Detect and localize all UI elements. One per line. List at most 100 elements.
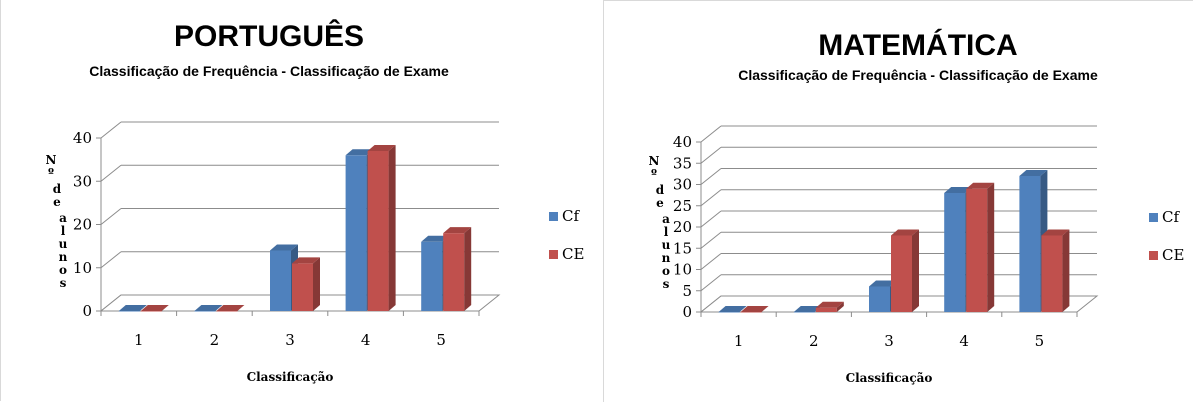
- bar-cf-1: [118, 311, 140, 312]
- gridline-depth: [100, 208, 122, 225]
- bar-ce-4: [966, 188, 988, 312]
- x-tick-label: 4: [959, 332, 969, 350]
- y-tick-label: 20: [673, 218, 692, 236]
- bar-ce-1: [140, 311, 162, 312]
- y-axis-label-char: l: [61, 224, 66, 238]
- bar-ce-4: [367, 150, 389, 311]
- bar-side-ce-5: [1062, 229, 1070, 312]
- x-tick-label: 3: [884, 332, 894, 350]
- bar-top-ce-1: [140, 305, 169, 311]
- chart-panel-portugues: PORTUGUÊS Classificação de Frequência - C…: [0, 0, 585, 401]
- bar-side-ce-3: [912, 229, 919, 312]
- y-tick-label: 5: [682, 282, 692, 300]
- y-tick-label: 15: [673, 239, 692, 257]
- chart-title: MATEMÁTICA: [818, 28, 1017, 62]
- bar-top-ce-5: [1041, 229, 1070, 236]
- chart-panel-matematica: MATEMÁTICA Classificação de Frequência - …: [603, 0, 1193, 402]
- legend-swatch-cf: [549, 212, 558, 221]
- y-axis-label-char: s: [60, 276, 67, 290]
- bar-top-ce-3: [891, 229, 919, 236]
- y-axis-label-char: e: [656, 196, 664, 210]
- bar-top-cf-4: [944, 187, 973, 193]
- bar-cf-4: [345, 155, 367, 311]
- bar-top-cf-1: [718, 306, 747, 312]
- x-tick-label: 5: [436, 331, 446, 349]
- x-tick-label: 3: [285, 331, 295, 349]
- y-axis-label-char: º: [48, 166, 54, 180]
- y-tick-label: 0: [82, 302, 92, 320]
- bar-top-ce-4: [367, 144, 396, 151]
- y-axis-label-char: o: [662, 264, 670, 278]
- bar-side-ce-3: [313, 257, 320, 311]
- bar-cf-2: [793, 312, 815, 313]
- gridline-depth: [700, 125, 722, 143]
- y-axis-label-char: u: [59, 237, 68, 251]
- gridline-depth: [700, 146, 722, 164]
- gridline-depth: [700, 253, 722, 270]
- bar-ce-5: [443, 233, 465, 311]
- bar-cf-1: [718, 312, 740, 313]
- bar-top-ce-5: [443, 227, 472, 234]
- y-axis-label-char: d: [53, 182, 62, 196]
- bar-side-ce-2: [836, 301, 844, 312]
- y-axis-label-char: n: [59, 250, 68, 264]
- bar-ce-1: [740, 312, 762, 313]
- bar-chart-matematica: MATEMÁTICA Classificação de Frequência - …: [649, 28, 1185, 385]
- legend-label-cf: Cf: [562, 207, 580, 225]
- bar-top-ce-4: [966, 182, 995, 189]
- x-tick-label: 1: [134, 331, 144, 349]
- bar-ce-3: [292, 263, 313, 311]
- bar-side-ce-4: [987, 182, 995, 312]
- x-tick-label: 2: [809, 332, 819, 350]
- chart-subtitle: Classificação de Frequência - Classifica…: [738, 67, 1098, 83]
- y-axis-label-char: u: [662, 238, 671, 252]
- chart-title: PORTUGUÊS: [174, 19, 364, 53]
- y-tick-label: 40: [73, 129, 92, 147]
- bar-cf-3: [869, 286, 890, 312]
- y-axis-label-char: o: [59, 263, 67, 277]
- bar-ce-5: [1041, 235, 1063, 312]
- y-tick-label: 25: [673, 197, 692, 215]
- y-axis-label-char: º: [651, 167, 657, 181]
- x-tick-label: 2: [210, 331, 220, 349]
- y-axis-label-char: e: [53, 195, 61, 209]
- bar-cf-2: [194, 311, 216, 312]
- y-axis-label-char: n: [662, 251, 671, 265]
- bar-top-cf-2: [793, 306, 822, 312]
- bar-ce-2: [815, 307, 837, 312]
- y-tick-label: 35: [673, 154, 692, 172]
- y-axis-label-char: N: [46, 153, 57, 167]
- gridline-depth: [700, 210, 722, 228]
- gridline-depth: [700, 274, 722, 292]
- y-tick-label: 40: [673, 133, 692, 151]
- bar-side-ce-5: [464, 227, 472, 311]
- gridline-depth: [700, 231, 722, 249]
- gridline-depth: [100, 121, 122, 139]
- gridline-depth: [700, 189, 722, 207]
- y-tick-label: 30: [673, 176, 692, 194]
- bar-top-cf-3: [270, 244, 298, 251]
- bar-cf-5: [1019, 176, 1041, 312]
- bar-top-cf-1: [118, 305, 147, 311]
- x-tick-label: 5: [1035, 332, 1045, 350]
- bar-top-cf-5: [421, 235, 450, 242]
- legend-label-ce: CE: [562, 245, 584, 263]
- bar-cf-3: [270, 250, 291, 311]
- bar-cf-4: [944, 193, 966, 312]
- legend-swatch-cf: [1149, 213, 1158, 222]
- bar-side-ce-4: [388, 144, 396, 311]
- gridline-depth: [100, 251, 122, 269]
- y-tick-label: 30: [73, 172, 92, 190]
- x-axis-label: Classificação: [846, 371, 933, 385]
- y-axis-label-char: s: [663, 277, 670, 291]
- legend-swatch-ce: [1149, 251, 1158, 260]
- bar-top-ce-1: [740, 306, 769, 312]
- bar-cf-5: [421, 241, 443, 311]
- bar-top-cf-2: [194, 305, 223, 311]
- y-axis-label-char: d: [656, 183, 665, 197]
- legend-label-ce: CE: [1162, 246, 1184, 264]
- gridline-depth: [700, 168, 722, 185]
- y-axis-label-char: a: [662, 212, 670, 226]
